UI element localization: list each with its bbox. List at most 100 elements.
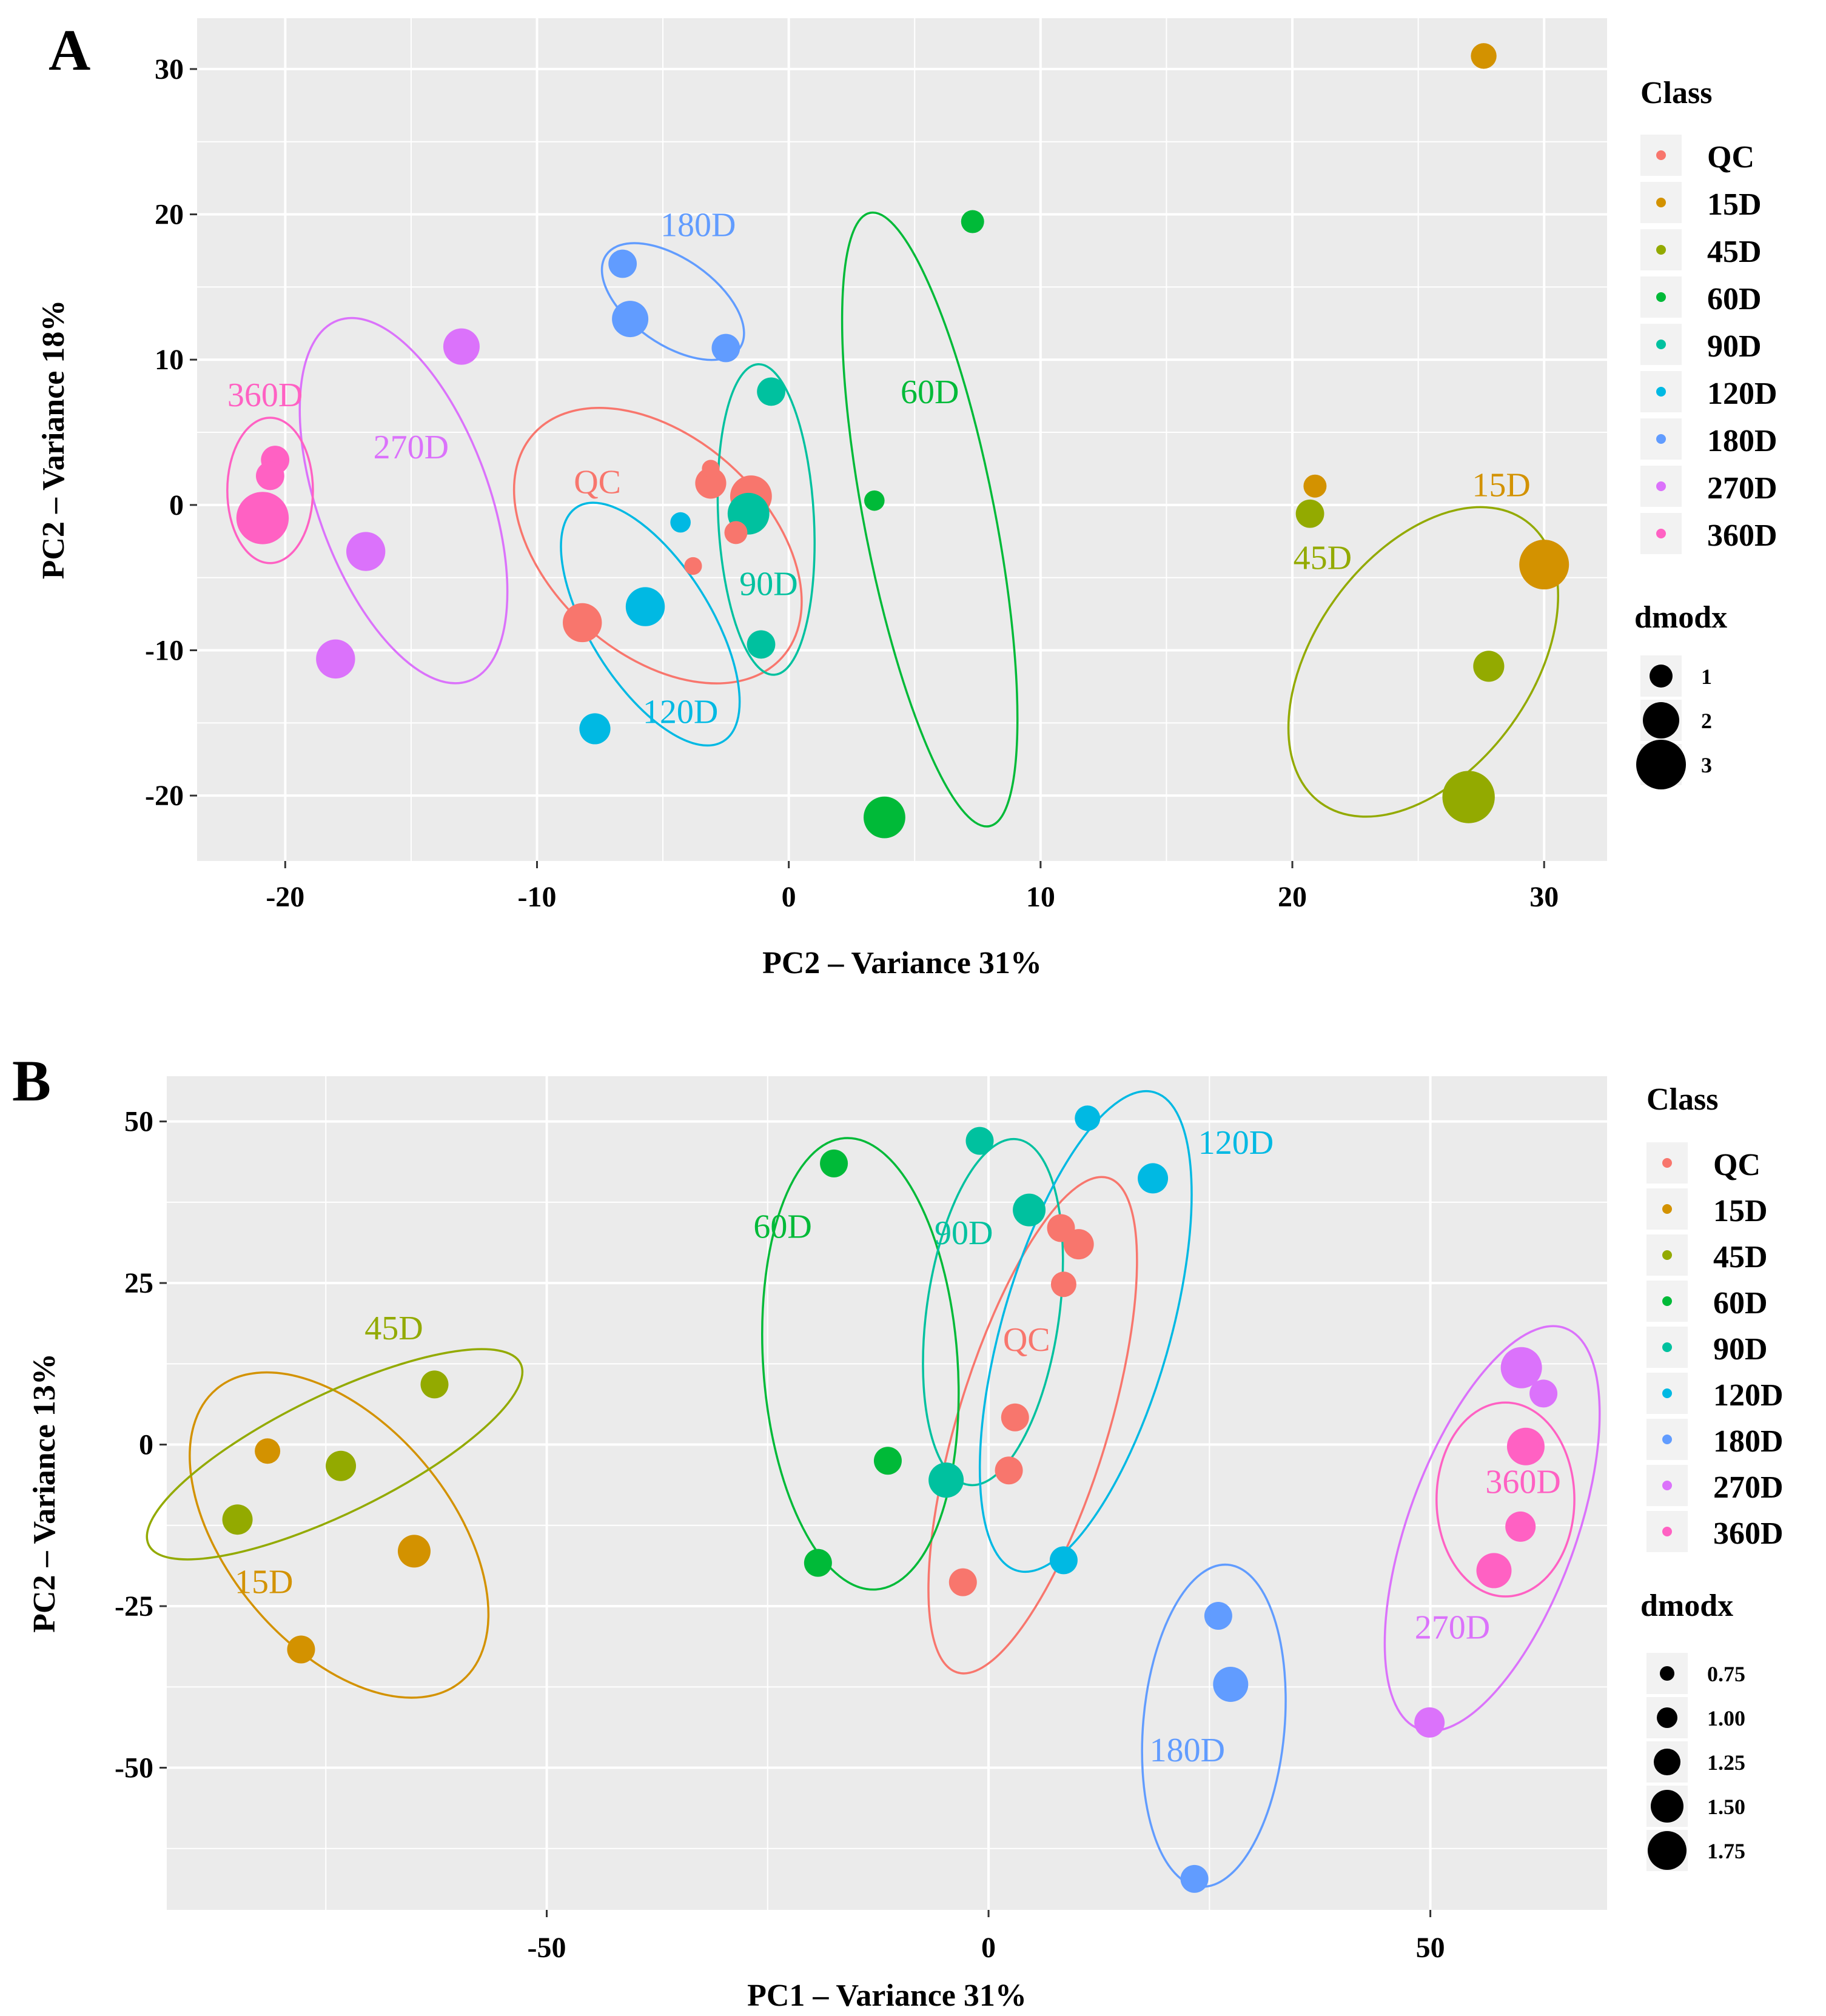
panel-a-ellipse-label-qc: QC [574,464,621,501]
panel-a-ellipse-label-270d: 270D [374,429,449,466]
panel-a-point-60d [864,490,885,511]
panel-b-legend-label-120d: 120D [1713,1378,1784,1413]
panel-a-point-180d [612,301,649,338]
panel-a-y-tick-label: 30 [155,53,184,85]
panel-b-point-120d [1075,1105,1101,1131]
panel-a-x-tick-label: 10 [1026,881,1055,913]
panel-b-y-tick-label: 0 [139,1429,153,1461]
panel-b-ellipse-360d [1435,1401,1576,1598]
panel-b-ellipse-label-120d: 120D [1198,1124,1274,1162]
panel-b-point-360d [1506,1427,1545,1465]
panel-b-ellipse-label-15d: 15D [235,1564,293,1601]
panel-b-point-120d [1138,1163,1169,1194]
panel-a-legend-label-90d: 90D [1707,329,1762,364]
panel-b-point-180d [1213,1667,1249,1703]
panel-a-ellipse-label-90d: 90D [739,565,797,603]
panel-b-ellipse-label-360d: 360D [1485,1464,1560,1501]
panel-b-legend-key-15d [1662,1204,1672,1214]
panel-a-legend-class-title: Class [1640,76,1712,110]
panel-a-legend-label-270d: 270D [1707,471,1777,506]
panel-a-ellipse-label-180d: 180D [660,206,736,244]
panel-b-legend-size-title: dmodx [1640,1589,1733,1623]
panel-b-legend-key-360d [1662,1527,1672,1536]
panel-b-legend-size-label: 1.75 [1707,1839,1745,1863]
panel-b-legend-size-label: 1.25 [1707,1750,1745,1775]
panel-b-point-15d [255,1438,281,1464]
panel-a-legend-key-90d [1656,340,1666,349]
panel-a-ellipse-60d [841,211,1019,828]
panel-b-point-qc [1050,1271,1076,1298]
panel-b-legend-label-45d: 45D [1713,1240,1768,1274]
panel-a-point-180d [711,333,740,363]
panel-a-point-90d [757,377,786,406]
panel-a-point-270d [346,532,386,571]
panel-a-ellipse-120d [560,501,741,747]
panel-b-point-180d [1180,1864,1209,1893]
panel-a-y-axis-title: PC2 – Variance 18% [36,300,71,580]
panel-b-legend-label-360d: 360D [1713,1516,1784,1551]
panel-b-point-180d [1204,1602,1232,1630]
panel-b-y-tick-label: -25 [115,1590,153,1623]
panel-b-ellipse-120d [978,1090,1193,1573]
panel-a-ellipse-360d [226,417,314,564]
panel-a-legend-label-60d: 60D [1707,282,1762,316]
panel-b-legend-size-label: 1.50 [1707,1795,1745,1819]
panel-b-legend-key-60d [1662,1296,1672,1306]
panel-a-legend-label-45d: 45D [1707,235,1762,269]
panel-a-legend-key-qc [1656,150,1666,160]
panel-a-legend-key-180d [1656,434,1666,444]
panel-b-point-qc [948,1568,977,1596]
panel-a-ellipse-45d [1287,506,1560,818]
panel-b-point-15d [397,1535,431,1568]
panel-b-point-90d [928,1462,964,1498]
panel-b-point-60d [804,1549,832,1577]
panel-a-x-axis-title: PC2 – Variance 31% [762,946,1042,980]
panel-b-ellipse-label-90d: 90D [935,1214,993,1252]
panel-b-point-360d [1505,1511,1536,1542]
panel-a-point-270d [316,639,355,679]
panel-a-legend-key-45d [1656,245,1666,255]
panel-b-point-qc [1001,1403,1029,1432]
panel-a-ellipse-label-15d: 15D [1472,466,1530,504]
panel-b-legend-label-270d: 270D [1713,1470,1784,1505]
panel-a-y-tick-label: 10 [155,344,184,376]
panel-b-point-45d [222,1504,253,1535]
panel-b-legend-key-qc [1662,1158,1672,1168]
panel-a-legend-label-120d: 120D [1707,377,1777,411]
panel-a-legend-key-270d [1656,481,1666,491]
panel-a-point-180d [608,249,637,278]
panel-b-legend-label-qc: QC [1713,1148,1761,1182]
panel-b-point-qc [995,1456,1023,1485]
panel-b-point-60d [820,1149,848,1177]
panel-b-legend-class-title: Class [1646,1082,1718,1117]
panel-b-legend-size-key [1654,1749,1680,1775]
panel-a-y-tick-label: -10 [145,635,184,667]
panel-a-point-qc [563,603,602,643]
panel-a-point-90d [747,630,776,659]
panel-b-ellipse-90d [922,1137,1064,1487]
panel-b-plot-background [167,1076,1607,1910]
panel-a-point-15d [1471,43,1497,69]
panel-a-ellipse-label-60d: 60D [901,373,959,411]
panel-a-ellipse-label-360d: 360D [227,377,303,414]
panel-b-legend-key-270d [1662,1481,1672,1490]
panel-a-point-60d [864,796,905,839]
panel-b-ellipse-label-270d: 270D [1415,1609,1490,1646]
panel-a-legend-size-key [1636,740,1686,789]
panel-a-point-15d [1303,474,1327,498]
panel-b-ellipse-15d [189,1371,490,1699]
panel-a-legend-key-360d [1656,529,1666,538]
panel-a-legend-size-key [1650,665,1673,688]
panel-a-letter: A [49,18,90,82]
panel-b-point-270d [1414,1707,1445,1738]
panel-b-x-tick-label: -50 [528,1932,566,1964]
panel-a-legend-label-360d: 360D [1707,518,1777,553]
panel-a-chart: -20 -10 0 10 20 30 -20 -10 0 10 20 30 QC 15D 45D 60D 90D… [36,18,1777,980]
panel-b-y-axis-title: PC2 – Variance 13% [27,1353,62,1633]
panel-a-x-tick-label: -20 [266,881,304,913]
panel-a-plot-background [197,18,1607,861]
panel-b-ellipse-label-45d: 45D [364,1310,423,1347]
panel-b-point-270d [1500,1347,1542,1388]
panel-a-x-tick-label: 30 [1529,881,1559,913]
